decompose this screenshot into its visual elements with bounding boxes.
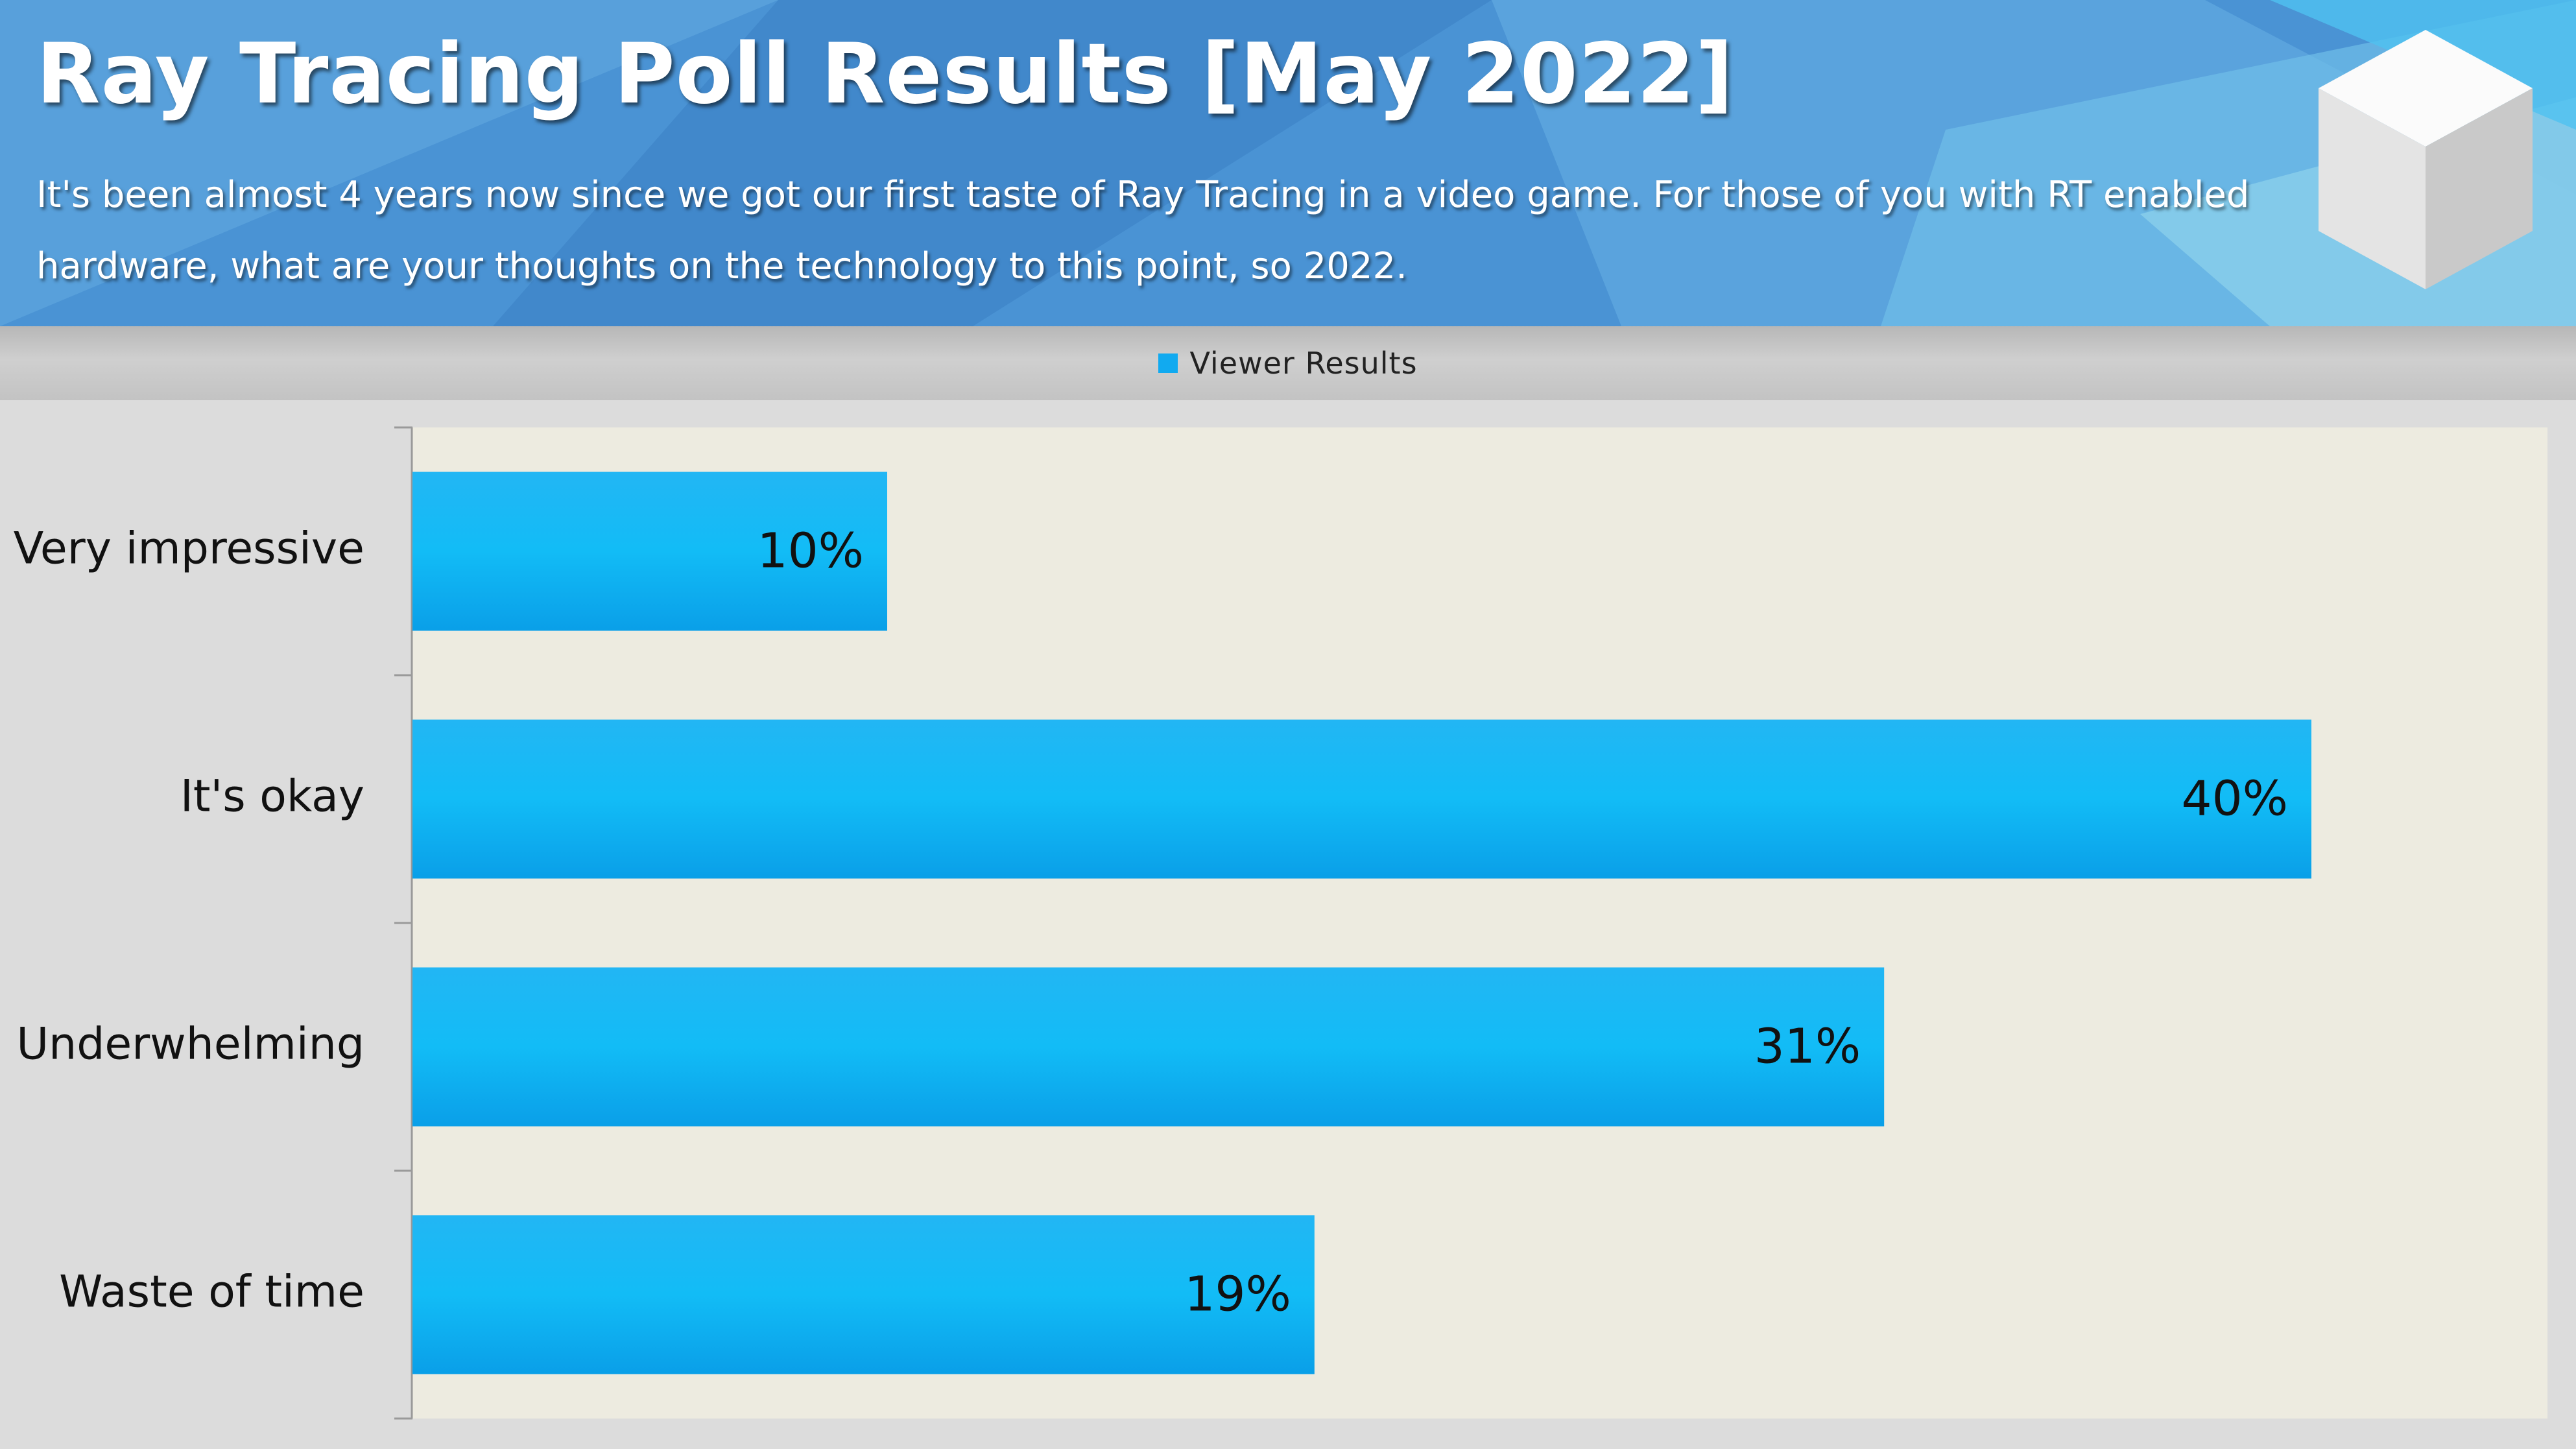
bar bbox=[412, 472, 887, 631]
bar bbox=[412, 967, 1885, 1127]
chart-legend: Viewer Results bbox=[0, 326, 2576, 400]
page-subtitle: It's been almost 4 years now since we go… bbox=[36, 174, 2250, 287]
category-label: Underwhelming bbox=[16, 1019, 364, 1070]
chart-header: Ray Tracing Poll Results [May 2022] It's… bbox=[0, 0, 2576, 326]
legend-label: Viewer Results bbox=[1189, 346, 1418, 381]
bar-chart: Very impressive It's okay Underwhelming Was… bbox=[14, 426, 2547, 1420]
data-label: 19% bbox=[1184, 1267, 1291, 1323]
category-label: Very impressive bbox=[14, 523, 364, 575]
category-label: It's okay bbox=[180, 771, 364, 822]
cube-icon bbox=[2319, 30, 2533, 289]
bar bbox=[412, 1215, 1315, 1374]
category-label: Waste of time bbox=[59, 1267, 364, 1318]
data-label: 31% bbox=[1754, 1019, 1861, 1075]
legend-swatch bbox=[1158, 353, 1178, 373]
bar bbox=[412, 719, 2311, 879]
page-title: Ray Tracing Poll Results [May 2022] bbox=[36, 26, 1734, 123]
data-label: 10% bbox=[757, 523, 864, 579]
data-label: 40% bbox=[2182, 771, 2288, 827]
